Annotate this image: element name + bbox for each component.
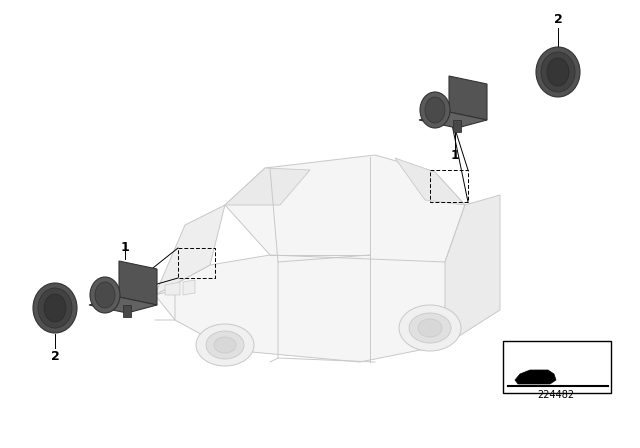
Text: 1: 1: [120, 241, 129, 254]
Ellipse shape: [541, 52, 575, 92]
Ellipse shape: [536, 47, 580, 97]
Ellipse shape: [38, 288, 72, 328]
Polygon shape: [449, 76, 487, 120]
Polygon shape: [515, 370, 556, 384]
Polygon shape: [225, 168, 310, 205]
Polygon shape: [183, 280, 195, 295]
Polygon shape: [453, 120, 461, 132]
Polygon shape: [165, 282, 180, 295]
Text: 1: 1: [451, 149, 460, 162]
Ellipse shape: [420, 92, 450, 128]
Polygon shape: [89, 297, 157, 313]
Ellipse shape: [90, 277, 120, 313]
Ellipse shape: [418, 319, 442, 337]
Ellipse shape: [399, 305, 461, 351]
Polygon shape: [155, 255, 490, 362]
Ellipse shape: [547, 58, 569, 86]
Ellipse shape: [196, 324, 254, 366]
Text: 2: 2: [51, 350, 60, 363]
Polygon shape: [155, 205, 225, 295]
Text: 2: 2: [554, 13, 563, 26]
Polygon shape: [123, 305, 131, 317]
Ellipse shape: [44, 294, 66, 322]
Ellipse shape: [409, 313, 451, 343]
Ellipse shape: [33, 283, 77, 333]
Polygon shape: [445, 195, 500, 345]
Text: 224482: 224482: [538, 390, 575, 400]
Polygon shape: [225, 155, 465, 262]
Ellipse shape: [425, 97, 445, 123]
Ellipse shape: [95, 282, 115, 308]
Polygon shape: [395, 158, 465, 205]
FancyBboxPatch shape: [503, 341, 611, 393]
Ellipse shape: [214, 337, 236, 353]
Polygon shape: [119, 261, 157, 305]
Polygon shape: [419, 112, 487, 128]
Ellipse shape: [206, 331, 244, 359]
